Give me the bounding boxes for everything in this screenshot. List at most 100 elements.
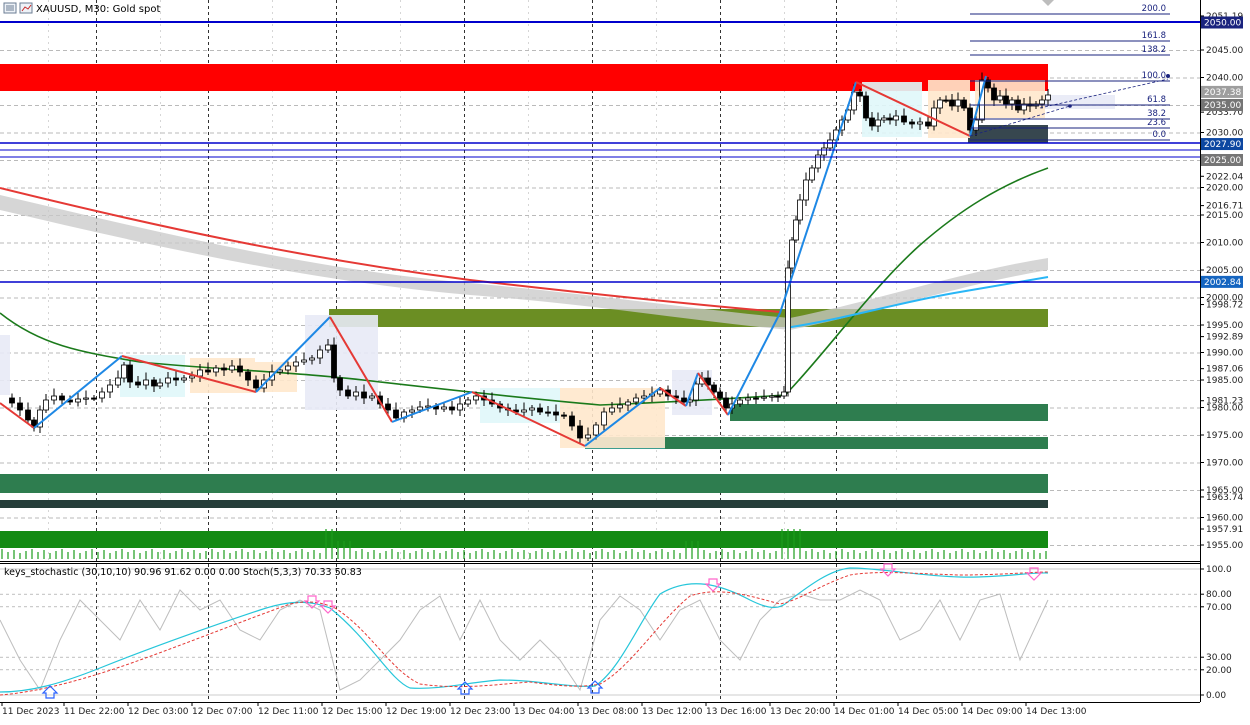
stochastic-axis[interactable]: 100.0 80.00 70.00 30.00 20.00 0.00 [1200, 565, 1232, 701]
candle-body [753, 397, 759, 400]
stochastic-indicator-pane[interactable] [0, 563, 1200, 699]
candle-body [1045, 94, 1051, 101]
dark-box [968, 125, 1048, 143]
projection-line [969, 105, 1071, 137]
candle-body [151, 379, 157, 387]
price-label: 2030.00 [1206, 129, 1243, 139]
support-zone-green [730, 404, 1048, 421]
zigzag-segment [727, 312, 781, 416]
red-moving-average [0, 187, 781, 313]
candle-body [901, 115, 907, 123]
candle-body [143, 379, 149, 386]
candle-body [797, 199, 803, 221]
candle-body [91, 397, 97, 400]
buy-arrow-icon [41, 685, 59, 699]
zigzag-segment [0, 402, 35, 429]
candle-body [593, 424, 599, 436]
fibonacci-label: 23.6 [1147, 118, 1166, 128]
candle-body [887, 117, 893, 121]
candle-body [285, 365, 291, 371]
fibonacci-anchor [1166, 74, 1170, 78]
price-label: 1970.00 [1206, 459, 1243, 469]
time-label: 13 Dec 08:00 [578, 707, 639, 717]
price-axis[interactable]: 2051.192045.002040.002033.702030.002022.… [1200, 12, 1243, 551]
candle-body [317, 349, 323, 359]
candle-body [815, 154, 821, 169]
fibonacci-label: 161.8 [1142, 31, 1166, 41]
candle-body [723, 397, 729, 409]
volume-bars [1, 529, 1047, 559]
fibonacci-expansion[interactable]: 200.0 161.8 138.2 100.0 61.8 38.223.6 0.0 [970, 0, 1170, 141]
support-zone-volume [0, 531, 1048, 548]
time-label: 12 Dec 07:00 [192, 707, 253, 717]
chart-header: XAUUSD, M30: Gold spot [3, 2, 160, 15]
support-zone-green [585, 437, 1048, 449]
candle-body [25, 409, 31, 421]
price-tag-label: 2037.38 [1204, 88, 1241, 98]
candle-body [961, 99, 967, 109]
price-label: 2005.00 [1206, 266, 1243, 276]
price-label: 1985.00 [1206, 376, 1243, 386]
candle-body [585, 434, 591, 439]
gray-band-lower [790, 258, 1048, 330]
zigzag-segment [391, 391, 473, 423]
candle-body [827, 139, 833, 149]
time-label: 12 Dec 15:00 [322, 707, 383, 717]
zigzag-segment [697, 372, 729, 416]
price-label: 1960.00 [1206, 514, 1243, 524]
candle-body [229, 365, 235, 371]
candle-body [909, 121, 915, 125]
sell-arrow-icon [879, 563, 897, 577]
price-tag [1201, 99, 1243, 111]
candle-body [851, 91, 857, 111]
sell-arrow-icon [319, 600, 337, 614]
candle-body [761, 396, 767, 399]
time-label: 11 Dec 22:00 [64, 707, 125, 717]
price-label: 2040.00 [1206, 74, 1243, 84]
price-tag [1201, 275, 1243, 288]
time-axis[interactable]: 11 Dec 2023 11 Dec 22:00 12 Dec 03:00 12 De… [1, 702, 1087, 717]
candle-body [37, 409, 43, 428]
price-label: 1995.00 [1206, 321, 1243, 331]
price-label: 2016.71 [1206, 202, 1243, 212]
candle-body [393, 409, 399, 419]
candle-body [537, 407, 543, 413]
fibonacci-label: 200.0 [1142, 4, 1166, 14]
zigzag-segment [855, 81, 971, 137]
time-label: 13 Dec 04:00 [514, 707, 575, 717]
candle-body [457, 403, 463, 411]
session-box [672, 370, 712, 415]
stochastic-fast-line [0, 589, 1049, 692]
candle-body [441, 406, 447, 410]
stochastic-main-line [0, 567, 1049, 693]
candle-body [529, 407, 535, 411]
gray-band-upper [0, 195, 790, 330]
price-label: 2033.70 [1206, 108, 1243, 118]
price-label: 1955.00 [1206, 541, 1243, 551]
price-label: 2045.00 [1206, 46, 1243, 56]
price-label: 1992.89 [1206, 333, 1243, 343]
price-label: 2000.00 [1206, 294, 1243, 304]
horizontal-lines[interactable] [0, 21, 1200, 283]
stochastic-signal-line [0, 571, 1049, 696]
zigzag-segment [659, 387, 687, 407]
price-label: 1963.74 [1206, 493, 1243, 503]
candle-body [693, 383, 699, 401]
time-label: 14 Dec 09:00 [962, 707, 1023, 717]
candle-body [717, 391, 723, 399]
candle-body [863, 95, 869, 119]
time-label: 12 Dec 03:00 [128, 707, 189, 717]
candle-body [449, 406, 455, 411]
candle-body [75, 398, 81, 403]
price-tag [1201, 16, 1243, 29]
candle-body [213, 367, 219, 373]
candle-body [473, 395, 479, 401]
buy-arrow-icon [456, 681, 474, 695]
fibonacci-label: 0.0 [1152, 130, 1166, 140]
candle-body [253, 379, 259, 389]
zigzag-segment [584, 387, 661, 447]
price-label: 1975.00 [1206, 431, 1243, 441]
fibonacci-label: 100.0 [1142, 71, 1166, 81]
